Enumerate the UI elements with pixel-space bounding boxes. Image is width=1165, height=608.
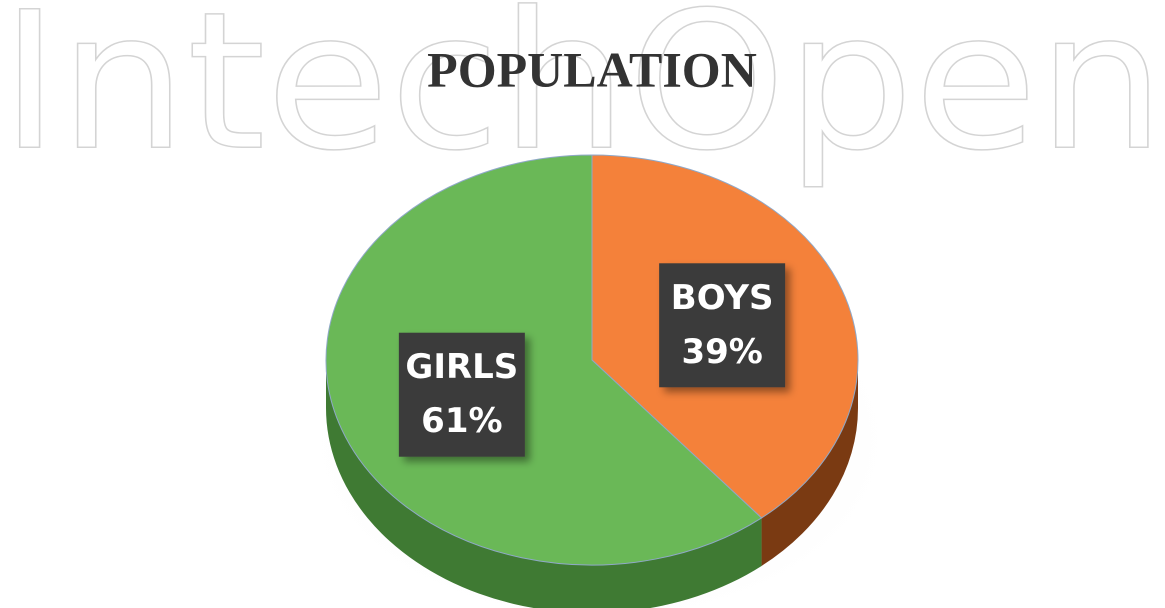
slice — [325, 154, 763, 566]
label-box — [398, 332, 525, 457]
label-value: 39% — [681, 332, 762, 372]
label-category: GIRLS — [405, 347, 518, 387]
label-value: 61% — [421, 401, 502, 441]
label-category: BOYS — [671, 278, 774, 318]
data-label: BOYS 39% — [659, 263, 786, 388]
label-box — [659, 263, 786, 388]
slice-side — [326, 360, 762, 608]
chart-title: POPULATION — [427, 41, 757, 97]
data-label: GIRLS 61% — [398, 332, 525, 457]
slice-side — [761, 360, 858, 566]
